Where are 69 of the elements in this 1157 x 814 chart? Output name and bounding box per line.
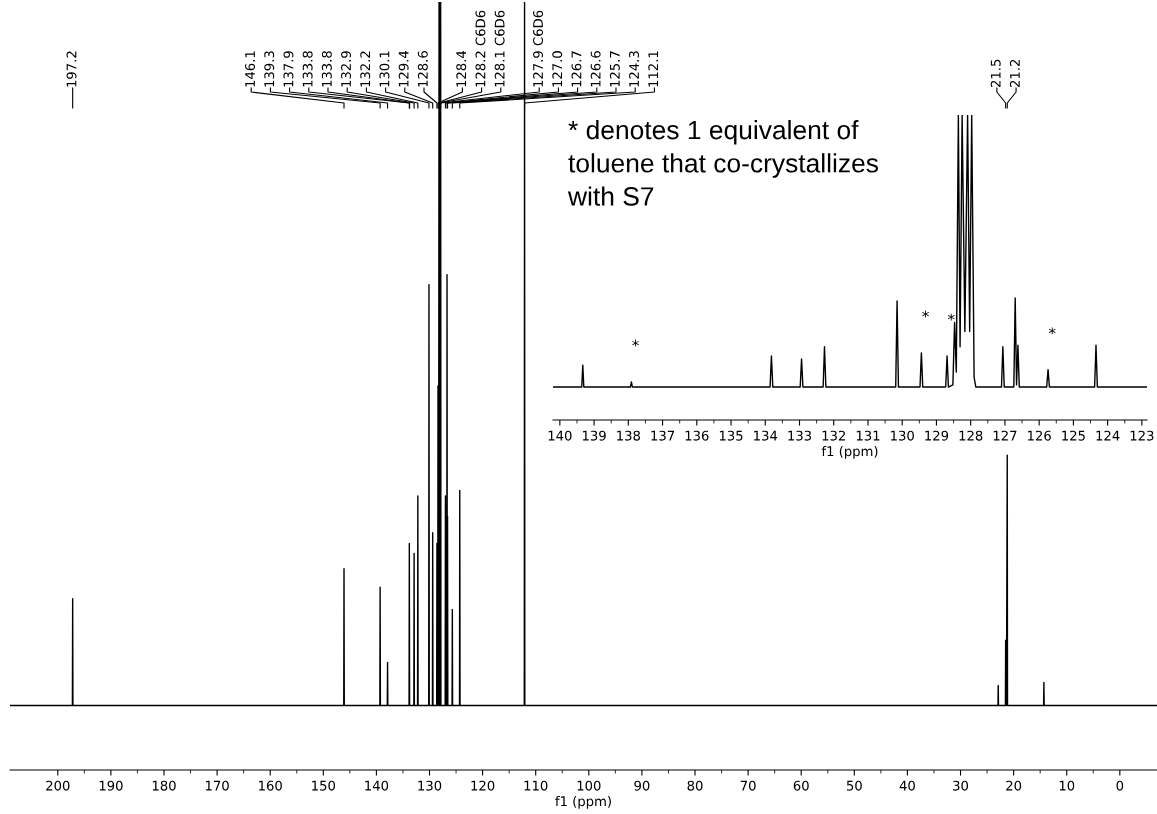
x-tick-label: 90: [634, 780, 650, 791]
x-axis-title: f1 (ppm): [555, 795, 611, 809]
annotation: 197.2: [66, 51, 77, 87]
annotation: 137.9: [283, 51, 294, 87]
x-tick-label: 10: [1059, 780, 1075, 791]
x-tick-label: 123: [1130, 430, 1154, 441]
x-tick-label: 20: [1006, 780, 1022, 791]
x-tick-label: 140: [548, 430, 572, 441]
x-tick-label: 60: [793, 780, 809, 791]
x-tick-label: 139: [582, 430, 606, 441]
x-tick-label: 133: [788, 430, 812, 441]
x-tick-label: 134: [754, 430, 778, 441]
x-tick-label: 131: [856, 430, 880, 441]
annotation: * denotes 1 equivalent of toluene that co-crystallizes with S7: [567, 120, 878, 206]
x-tick-label: 160: [259, 780, 282, 791]
x-tick-label: 130: [891, 430, 914, 441]
annotation: 132.9: [341, 51, 352, 87]
annotation: 125.7: [609, 51, 620, 87]
x-tick-label: 150: [312, 780, 336, 791]
x-tick-label: 127: [993, 430, 1017, 441]
x-tick-label: 128: [959, 430, 983, 441]
x-tick-label: 50: [846, 780, 862, 791]
x-tick-label: 100: [577, 780, 601, 791]
annotation: 133.8: [302, 51, 313, 87]
x-tick-label: 130: [418, 780, 442, 791]
x-tick-label: 170: [205, 780, 229, 791]
x-tick-label: 200: [46, 780, 70, 791]
annotation: *: [632, 339, 639, 347]
x-tick-label: 190: [99, 780, 123, 791]
x-tick-label: 180: [152, 780, 176, 791]
x-tick-label: 135: [719, 430, 743, 441]
annotation: 126.6: [590, 51, 601, 87]
x-tick-label: 0: [1116, 780, 1124, 791]
annotation: 21.5: [990, 59, 1001, 88]
x-axis-title: f1 (ppm): [821, 445, 878, 459]
x-tick-label: 126: [1028, 430, 1051, 441]
annotation: 21.2: [1009, 59, 1020, 88]
annotation: 133.8: [321, 51, 332, 87]
x-tick-label: 30: [953, 780, 969, 791]
annotation: 146.1: [245, 51, 256, 87]
annotation: 129.4: [398, 50, 409, 87]
annotation: *: [947, 313, 955, 321]
x-tick-label: 110: [524, 780, 548, 791]
x-tick-label: 129: [925, 430, 949, 441]
x-tick-label: 125: [1062, 430, 1085, 441]
annotation: *: [1048, 327, 1056, 335]
x-tick-label: 80: [687, 780, 703, 791]
annotation: 126.7: [571, 51, 582, 87]
annotation: 130.1: [379, 51, 390, 87]
annotation: 139.3: [264, 51, 275, 87]
annotation: 132.2: [360, 51, 371, 87]
annotation: 127.9 C6D6: [533, 10, 544, 87]
annotation: 128.6: [417, 51, 428, 87]
x-tick-label: 70: [740, 780, 756, 791]
x-tick-label: 137: [651, 430, 675, 441]
x-tick-label: 40: [899, 780, 915, 791]
x-tick-label: 138: [617, 430, 641, 441]
annotation: 112.1: [648, 51, 659, 87]
x-tick-label: 136: [685, 430, 709, 441]
annotation: 128.1 C6D6: [494, 10, 505, 87]
annotation: 127.0: [552, 51, 563, 87]
annotation: *: [922, 310, 929, 318]
x-tick-label: 120: [471, 780, 495, 791]
x-tick-label: 132: [822, 430, 846, 441]
x-tick-label: 124: [1096, 430, 1120, 441]
annotation: 128.4: [456, 50, 467, 87]
annotation: 124.3: [629, 51, 640, 87]
annotation: 128.2 C6D6: [475, 10, 486, 87]
x-tick-label: 140: [365, 780, 389, 791]
